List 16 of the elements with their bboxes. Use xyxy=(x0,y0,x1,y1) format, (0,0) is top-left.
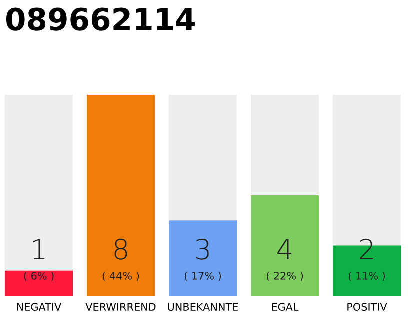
annotation: ( 22% ) xyxy=(266,272,304,282)
data-label: 3 xyxy=(196,238,209,260)
annotation: ( 11% ) xyxy=(348,272,386,282)
annotation: ( 6% ) xyxy=(24,272,54,282)
x-tick-label: VERWIRREND xyxy=(86,303,156,311)
annotation: ( 44% ) xyxy=(102,272,140,282)
data-label: 4 xyxy=(278,239,292,260)
annotation: ( 17% ) xyxy=(184,272,222,282)
x-tick-label: EGAL xyxy=(272,303,299,312)
chart-title: 089662114 xyxy=(6,8,195,31)
bar xyxy=(5,270,73,296)
x-tick-label: POSITIV xyxy=(348,303,388,312)
x-tick-label: NEGATIV xyxy=(17,303,62,312)
data-label: 8 xyxy=(114,238,128,260)
x-tick-label: UNBEKANNTE xyxy=(168,303,238,312)
data-label: 1 xyxy=(33,239,45,260)
